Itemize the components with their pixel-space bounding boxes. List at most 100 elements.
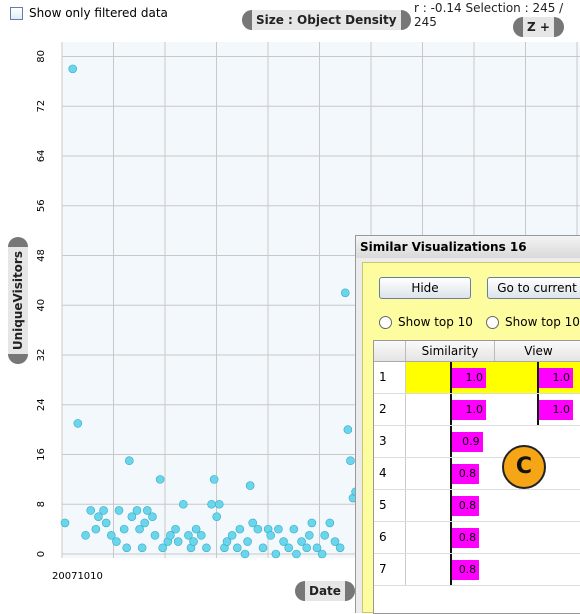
data-point[interactable] xyxy=(292,549,301,559)
data-point[interactable] xyxy=(207,499,216,509)
show-filtered-checkbox[interactable] xyxy=(10,6,23,20)
data-point[interactable] xyxy=(245,481,255,490)
data-point[interactable] xyxy=(284,543,294,553)
go-to-current-button[interactable]: Go to current xyxy=(487,277,580,299)
data-point[interactable] xyxy=(253,524,263,534)
data-point[interactable] xyxy=(124,456,134,466)
data-point[interactable] xyxy=(196,531,206,540)
y-axis-next-arrow-icon[interactable] xyxy=(8,354,28,365)
data-point[interactable] xyxy=(178,499,188,509)
dialog-title[interactable]: Similar Visualizations 16 xyxy=(356,236,580,258)
zoom-next-arrow-icon[interactable] xyxy=(553,17,564,37)
data-point[interactable] xyxy=(307,518,317,528)
similarity-cell[interactable]: 1.0 xyxy=(406,394,495,425)
similarity-cell[interactable]: 0.8 xyxy=(406,554,495,585)
show-filtered-option[interactable]: Show only filtered data xyxy=(10,6,168,20)
data-point[interactable] xyxy=(155,475,165,484)
data-point[interactable] xyxy=(330,537,340,546)
similarity-cell[interactable]: 0.8 xyxy=(406,490,495,521)
data-point[interactable] xyxy=(166,531,175,540)
similarity-cell[interactable]: 0.8 xyxy=(406,458,495,489)
data-point[interactable] xyxy=(94,512,103,521)
y-axis-control[interactable]: UniqueVisitors xyxy=(8,237,28,365)
show-top10-radio-a[interactable] xyxy=(379,315,392,329)
data-point[interactable] xyxy=(114,506,124,515)
data-point[interactable] xyxy=(73,419,83,428)
data-point[interactable] xyxy=(317,549,327,559)
data-point[interactable] xyxy=(297,537,306,546)
table-row[interactable]: 3 0.9 xyxy=(374,426,580,458)
data-point[interactable] xyxy=(302,543,312,553)
data-point[interactable] xyxy=(173,537,183,546)
size-prev-arrow-icon[interactable] xyxy=(242,10,252,30)
data-point[interactable] xyxy=(132,506,142,515)
data-point[interactable] xyxy=(232,543,242,553)
show-top10-option-b[interactable]: Show top 10 xyxy=(486,315,580,329)
view-cell[interactable] xyxy=(495,554,580,585)
x-axis-prev-arrow-icon[interactable] xyxy=(295,581,305,601)
data-point[interactable] xyxy=(101,518,111,528)
data-point[interactable] xyxy=(343,425,353,434)
data-point[interactable] xyxy=(304,531,314,540)
data-point[interactable] xyxy=(274,524,283,534)
data-point[interactable] xyxy=(202,543,211,553)
header-similarity[interactable]: Similarity xyxy=(406,341,495,361)
data-point[interactable] xyxy=(235,524,245,534)
data-point[interactable] xyxy=(212,512,222,521)
data-point[interactable] xyxy=(150,531,160,540)
table-row[interactable]: 6 0.8 xyxy=(374,522,580,554)
table-row[interactable]: 1 1.0 1.0 xyxy=(374,362,580,394)
similarity-cell[interactable]: 0.8 xyxy=(406,522,495,553)
data-point[interactable] xyxy=(214,499,224,509)
data-point[interactable] xyxy=(279,537,288,546)
similarity-table[interactable]: Similarity View 1 1.0 1.0 2 1.0 1.0 3 0.9 4 0.8 5 0… xyxy=(373,340,580,614)
table-row[interactable]: 4 0.8 xyxy=(374,458,580,490)
data-point[interactable] xyxy=(289,524,299,534)
x-axis-control[interactable]: Date xyxy=(295,581,355,601)
data-point[interactable] xyxy=(81,531,90,540)
data-point[interactable] xyxy=(135,524,144,534)
zoom-prev-arrow-icon[interactable] xyxy=(513,17,523,37)
data-point[interactable] xyxy=(258,543,268,553)
data-point[interactable] xyxy=(148,512,157,521)
data-point[interactable] xyxy=(325,518,335,528)
data-point[interactable] xyxy=(340,288,350,298)
data-point[interactable] xyxy=(171,524,180,534)
show-top10-radio-b[interactable] xyxy=(486,315,499,329)
data-point[interactable] xyxy=(240,549,250,559)
data-point[interactable] xyxy=(248,518,258,528)
data-point[interactable] xyxy=(191,524,201,534)
data-point[interactable] xyxy=(243,537,252,546)
data-point[interactable] xyxy=(142,506,152,515)
zoom-control[interactable]: Z + xyxy=(513,17,564,37)
view-cell[interactable]: 1.0 xyxy=(495,362,580,393)
data-point[interactable] xyxy=(189,537,198,546)
data-point[interactable] xyxy=(184,531,193,540)
data-point[interactable] xyxy=(68,64,78,74)
header-view[interactable]: View xyxy=(495,341,580,361)
x-axis-next-arrow-icon[interactable] xyxy=(344,581,355,601)
table-row[interactable]: 5 0.8 xyxy=(374,490,580,522)
similarity-cell[interactable]: 1.0 xyxy=(406,362,495,393)
view-cell[interactable]: 1.0 xyxy=(495,394,580,425)
data-point[interactable] xyxy=(335,543,345,553)
data-point[interactable] xyxy=(91,524,101,534)
data-point[interactable] xyxy=(106,531,116,540)
show-top10-option-a[interactable]: Show top 10 xyxy=(379,315,473,329)
similarity-cell[interactable]: 0.9 xyxy=(406,426,495,457)
data-point[interactable] xyxy=(137,543,147,553)
data-point[interactable] xyxy=(266,531,276,540)
data-point[interactable] xyxy=(122,543,132,553)
data-point[interactable] xyxy=(112,537,121,546)
hide-button[interactable]: Hide xyxy=(379,277,471,299)
table-row[interactable]: 7 0.8 xyxy=(374,554,580,586)
data-point[interactable] xyxy=(346,456,355,466)
size-next-arrow-icon[interactable] xyxy=(400,10,411,30)
data-point[interactable] xyxy=(222,537,232,546)
data-point[interactable] xyxy=(99,506,108,515)
data-point[interactable] xyxy=(119,524,129,534)
data-point[interactable] xyxy=(227,531,237,540)
data-point[interactable] xyxy=(320,531,330,540)
data-point[interactable] xyxy=(271,549,281,559)
view-cell[interactable] xyxy=(495,522,580,553)
